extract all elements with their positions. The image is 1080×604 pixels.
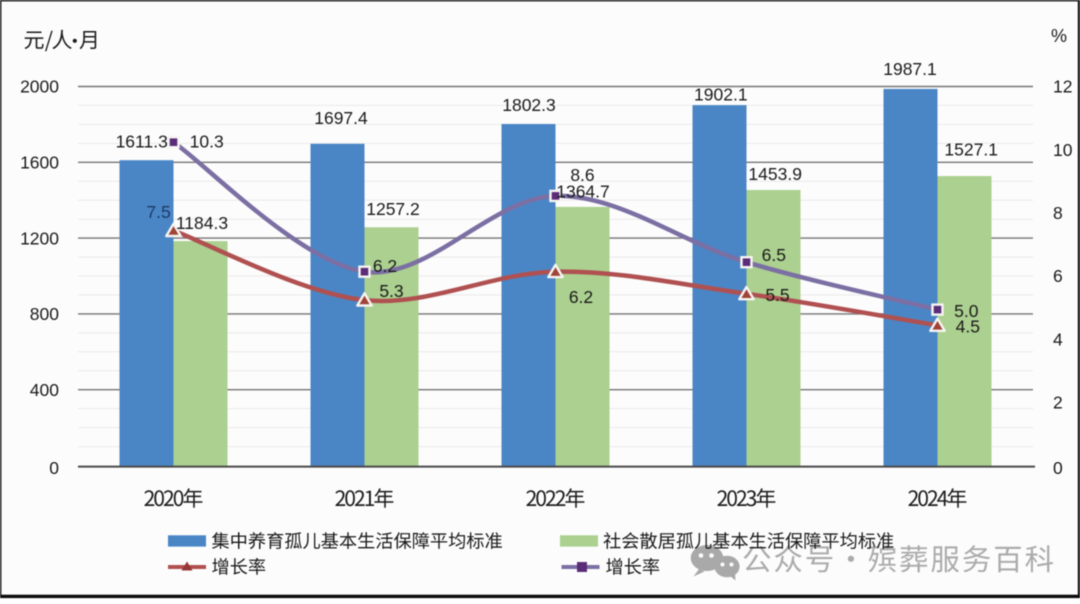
svg-text:1802.3: 1802.3 — [502, 95, 556, 115]
svg-text:800: 800 — [30, 304, 59, 324]
svg-text:1184.3: 1184.3 — [176, 213, 228, 233]
svg-text:1987.1: 1987.1 — [883, 59, 937, 79]
svg-text:12: 12 — [1053, 77, 1072, 97]
svg-text:4.5: 4.5 — [956, 317, 980, 337]
svg-text:5.0: 5.0 — [954, 301, 979, 321]
svg-text:8.6: 8.6 — [570, 165, 594, 185]
svg-text:10: 10 — [1053, 140, 1073, 160]
svg-text:400: 400 — [30, 380, 59, 400]
svg-text:7.5: 7.5 — [146, 202, 170, 222]
svg-text:1611.3: 1611.3 — [116, 131, 168, 151]
svg-text:10.3: 10.3 — [190, 132, 224, 152]
svg-text:5.5: 5.5 — [765, 285, 789, 305]
svg-text:2000: 2000 — [20, 77, 59, 97]
svg-text:2: 2 — [1053, 393, 1063, 413]
svg-text:1600: 1600 — [20, 153, 59, 173]
svg-text:1902.1: 1902.1 — [694, 84, 748, 104]
svg-text:6.2: 6.2 — [373, 256, 397, 276]
svg-text:4: 4 — [1053, 329, 1063, 349]
svg-text:1697.4: 1697.4 — [314, 108, 368, 128]
svg-text:5.3: 5.3 — [379, 281, 403, 301]
svg-text:0: 0 — [1053, 458, 1063, 478]
svg-text:1200: 1200 — [20, 228, 59, 248]
svg-text:1527.1: 1527.1 — [944, 140, 998, 160]
svg-text:1364.7: 1364.7 — [556, 182, 610, 202]
svg-text:%: % — [1051, 26, 1067, 46]
svg-text:8: 8 — [1053, 203, 1063, 223]
svg-text:1257.2: 1257.2 — [366, 199, 420, 219]
svg-text:6.2: 6.2 — [569, 287, 593, 307]
svg-text:6: 6 — [1053, 266, 1063, 286]
svg-text:0: 0 — [49, 458, 59, 478]
svg-text:6.5: 6.5 — [762, 245, 786, 265]
svg-text:1453.9: 1453.9 — [748, 164, 802, 184]
